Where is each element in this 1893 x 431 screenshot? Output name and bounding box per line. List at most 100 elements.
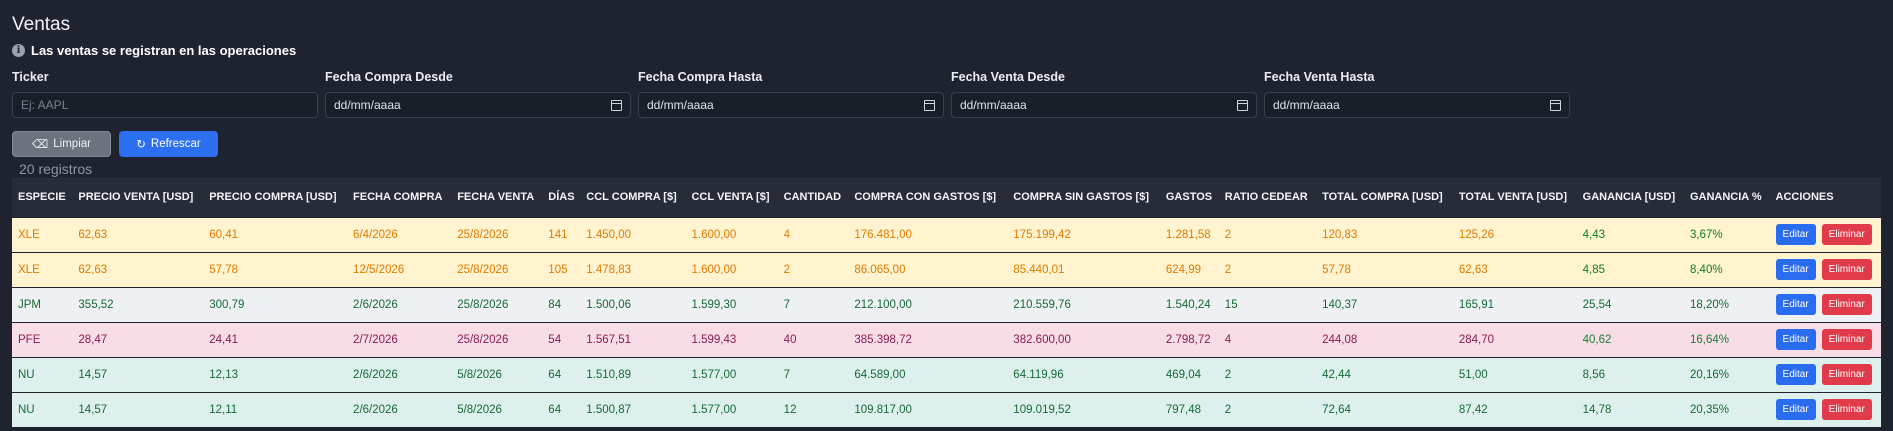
- column-header: GASTOS: [1165, 191, 1213, 204]
- filter-fecha-compra-desde: Fecha Compra Desde dd/mm/aaaa: [325, 70, 631, 118]
- row-actions: Editar Eliminar: [1770, 393, 1881, 427]
- column-header: PRECIO VENTA [USD]: [78, 191, 194, 204]
- row-actions: Editar Eliminar: [1770, 358, 1881, 392]
- info-text: Las ventas se registran en las operacion…: [31, 43, 297, 58]
- table-cell: 1.599,43: [691, 333, 737, 346]
- table-row: PFE 28,47 24,41 2/7/2026 25/8/2026 54 1.567,51…: [12, 322, 1881, 357]
- ticker-input[interactable]: Ej: AAPL: [12, 92, 318, 118]
- table-cell: 4: [1224, 333, 1232, 346]
- table-cell: 1.500,87: [586, 403, 632, 416]
- delete-button[interactable]: Eliminar: [1821, 259, 1872, 280]
- refresh-button[interactable]: ↻ Refrescar: [119, 131, 218, 157]
- fecha-compra-hasta-input[interactable]: dd/mm/aaaa: [638, 92, 944, 118]
- eraser-icon: ⌫: [32, 139, 49, 151]
- table-cell: 2/7/2026: [353, 333, 398, 346]
- ticker-placeholder: Ej: AAPL: [21, 98, 69, 112]
- column-header: CANTIDAD: [783, 191, 842, 204]
- column-header: GANANCIA %: [1689, 191, 1762, 204]
- table-cell: 1.600,00: [691, 263, 737, 276]
- edit-button[interactable]: Editar: [1775, 259, 1816, 280]
- delete-button[interactable]: Eliminar: [1821, 364, 1872, 385]
- delete-button[interactable]: Eliminar: [1821, 224, 1872, 245]
- table-cell: 1.577,00: [691, 368, 737, 381]
- delete-button[interactable]: Eliminar: [1821, 294, 1872, 315]
- table-cell: 4,43: [1582, 228, 1606, 241]
- fecha-compra-desde-input[interactable]: dd/mm/aaaa: [325, 92, 631, 118]
- table-cell: 4: [783, 228, 791, 241]
- table-cell: 2: [783, 263, 791, 276]
- table-cell: NU: [18, 403, 35, 416]
- table-cell: 8,56: [1582, 368, 1606, 381]
- column-header: TOTAL COMPRA [USD]: [1322, 191, 1443, 204]
- column-header: RATIO CEDEAR: [1224, 191, 1308, 204]
- calendar-icon[interactable]: [611, 99, 622, 111]
- table-cell: XLE: [18, 228, 40, 241]
- edit-button[interactable]: Editar: [1775, 329, 1816, 350]
- table-cell: 72,64: [1322, 403, 1351, 416]
- clear-button[interactable]: ⌫ Limpiar: [12, 131, 111, 157]
- filter-label: Fecha Compra Hasta: [638, 70, 763, 84]
- edit-button[interactable]: Editar: [1775, 364, 1816, 385]
- table-cell: 105: [548, 263, 568, 276]
- table-cell: 12: [783, 403, 797, 416]
- table-cell: 12/5/2026: [353, 263, 405, 276]
- calendar-icon[interactable]: [924, 99, 935, 111]
- edit-button[interactable]: Editar: [1775, 294, 1816, 315]
- column-header: FECHA COMPRA: [353, 191, 443, 204]
- table-cell: 14,57: [78, 368, 108, 381]
- info-note: i Las ventas se registran en las operaci…: [12, 43, 296, 58]
- table-cell: 385.398,72: [854, 333, 912, 346]
- table-cell: 87,42: [1458, 403, 1488, 416]
- table-cell: 469,04: [1165, 368, 1202, 381]
- filter-fecha-venta-hasta: Fecha Venta Hasta dd/mm/aaaa: [1264, 70, 1570, 118]
- table-cell: 382.600,00: [1013, 333, 1071, 346]
- page-title: Ventas: [12, 14, 71, 35]
- filter-fecha-venta-desde: Fecha Venta Desde dd/mm/aaaa: [951, 70, 1257, 118]
- column-header: CCL COMPRA [$]: [586, 191, 677, 204]
- edit-button[interactable]: Editar: [1775, 224, 1816, 245]
- date-value: dd/mm/aaaa: [647, 98, 714, 112]
- fecha-venta-hasta-input[interactable]: dd/mm/aaaa: [1264, 92, 1570, 118]
- table-cell: 54: [548, 333, 562, 346]
- calendar-icon[interactable]: [1550, 99, 1561, 111]
- table-cell: 64.589,00: [854, 368, 906, 381]
- table-cell: 15: [1224, 298, 1238, 311]
- delete-button[interactable]: Eliminar: [1821, 329, 1872, 350]
- table-cell: 140,37: [1322, 298, 1358, 311]
- info-icon: i: [12, 44, 25, 57]
- fecha-venta-desde-input[interactable]: dd/mm/aaaa: [951, 92, 1257, 118]
- table-cell: 60,41: [209, 228, 238, 241]
- table-cell: 62,63: [78, 228, 108, 241]
- table-cell: 40,62: [1582, 333, 1612, 346]
- table-row: NU 14,57 12,13 2/6/2026 5/8/2026 64 1.510,89 1.…: [12, 357, 1881, 392]
- table-cell: 12,13: [209, 368, 238, 381]
- table-cell: 244,08: [1322, 333, 1358, 346]
- column-header: TOTAL VENTA [USD]: [1458, 191, 1568, 204]
- table-cell: 624,99: [1165, 263, 1202, 276]
- table-cell: 25/8/2026: [457, 228, 509, 241]
- table-cell: 51,00: [1458, 368, 1488, 381]
- table-cell: 175.199,42: [1013, 228, 1071, 241]
- table-row: XLE 62,63 60,41 6/4/2026 25/8/2026 141 1.450,0…: [12, 217, 1881, 252]
- date-value: dd/mm/aaaa: [960, 98, 1027, 112]
- table-cell: 18,20%: [1689, 298, 1729, 311]
- column-header: PRECIO COMPRA [USD]: [209, 191, 337, 204]
- calendar-icon[interactable]: [1237, 99, 1248, 111]
- table-cell: 5/8/2026: [457, 403, 502, 416]
- table-cell: 1.450,00: [586, 228, 632, 241]
- table-row: XLE 62,63 57,78 12/5/2026 25/8/2026 105 1.478,…: [12, 252, 1881, 287]
- row-actions: Editar Eliminar: [1770, 288, 1881, 322]
- date-value: dd/mm/aaaa: [334, 98, 401, 112]
- edit-button[interactable]: Editar: [1775, 399, 1816, 420]
- table-cell: 20,35%: [1689, 403, 1729, 416]
- delete-button[interactable]: Eliminar: [1821, 399, 1872, 420]
- table-cell: 1.540,24: [1165, 298, 1211, 311]
- filter-label: Fecha Venta Hasta: [1264, 70, 1375, 84]
- table-cell: 2: [1224, 263, 1232, 276]
- table-cell: 20,16%: [1689, 368, 1729, 381]
- table-cell: 355,52: [78, 298, 114, 311]
- table-cell: 2/6/2026: [353, 298, 398, 311]
- table-row: JPM 355,52 300,79 2/6/2026 25/8/2026 84 1.500,…: [12, 287, 1881, 322]
- table-cell: 109.019,52: [1013, 403, 1071, 416]
- table-cell: 5/8/2026: [457, 368, 502, 381]
